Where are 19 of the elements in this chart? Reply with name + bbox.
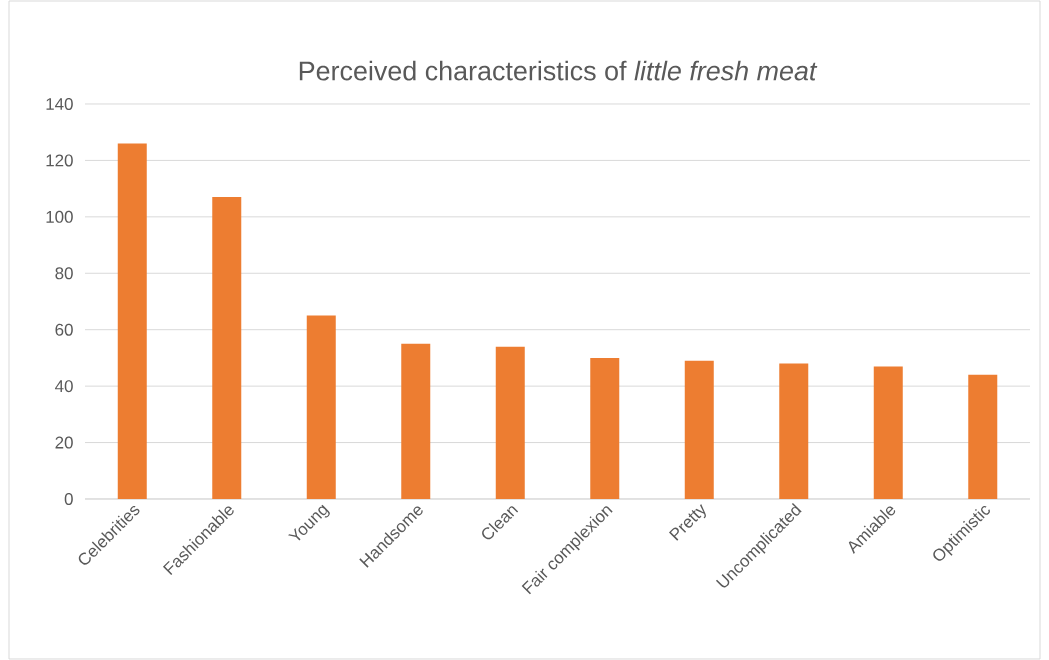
y-tick-label: 120 <box>46 154 73 167</box>
y-tick-label: 80 <box>55 267 73 280</box>
y-tick-label: 40 <box>55 380 73 393</box>
bar <box>684 360 714 499</box>
y-tick-label: 140 <box>46 97 73 110</box>
bar <box>117 143 147 499</box>
bar <box>968 374 998 499</box>
bar <box>590 357 620 499</box>
bar <box>306 315 336 499</box>
chart-title: Perceived characteristics of little fresh meat <box>299 60 818 81</box>
bar <box>873 366 903 499</box>
y-tick-label: 60 <box>55 323 73 336</box>
bar <box>495 346 525 499</box>
y-tick-label: 20 <box>55 436 73 449</box>
y-tick-label: 100 <box>46 210 73 223</box>
bar <box>401 343 431 499</box>
bar <box>212 197 242 499</box>
y-tick-label: 0 <box>64 492 73 505</box>
bar <box>779 363 809 499</box>
